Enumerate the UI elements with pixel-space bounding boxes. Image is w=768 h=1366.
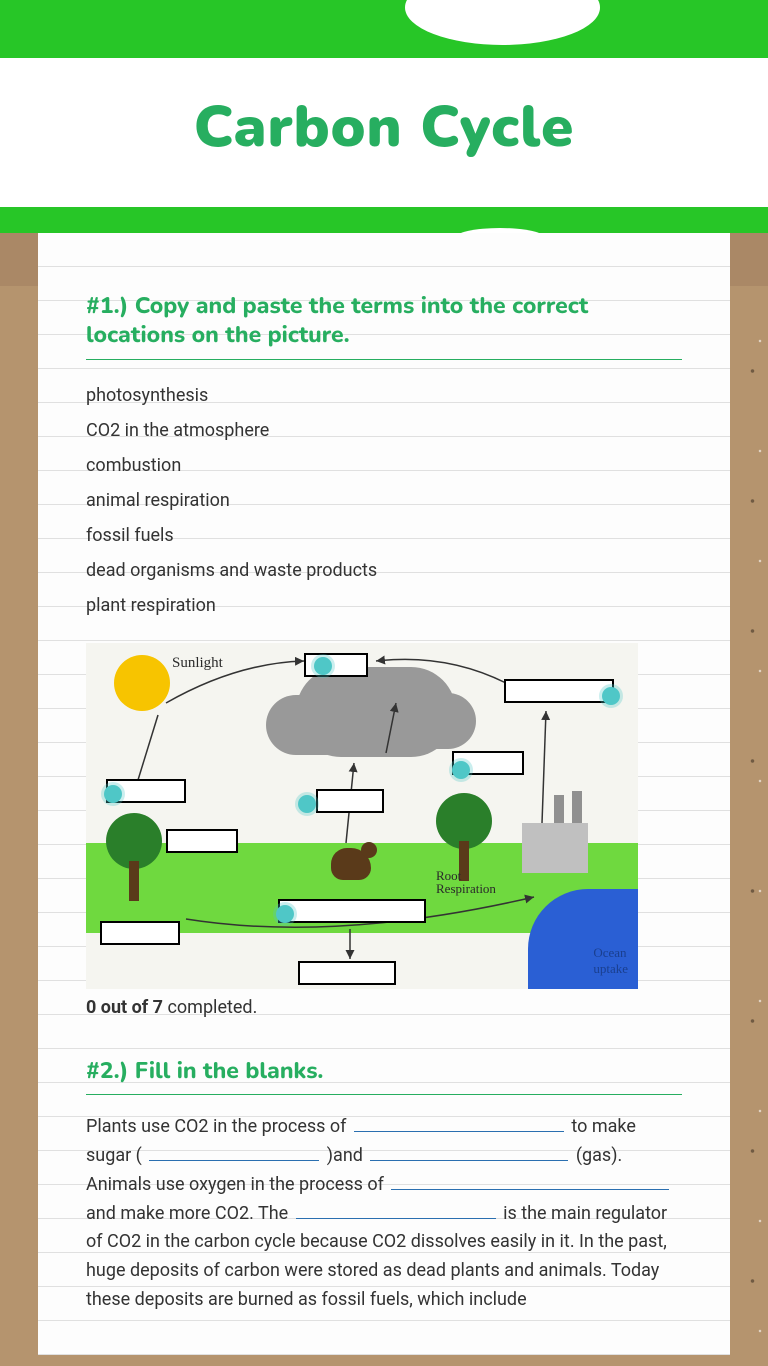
diagram-drop-dot[interactable] (298, 795, 316, 813)
diagram-blank-box[interactable] (100, 921, 180, 945)
diagram-blank-box[interactable] (316, 789, 384, 813)
tree-icon (106, 813, 162, 901)
header-green-band (0, 0, 768, 58)
diagram-drop-dot[interactable] (104, 785, 122, 803)
term-item[interactable]: plant respiration (86, 588, 682, 623)
ocean-uptake-label: Oceanuptake (593, 945, 628, 977)
term-item[interactable]: combustion (86, 448, 682, 483)
fill-blank-input[interactable] (391, 1172, 669, 1190)
diagram-drop-dot[interactable] (276, 905, 294, 923)
term-item[interactable]: fossil fuels (86, 518, 682, 553)
term-item[interactable]: photosynthesis (86, 378, 682, 413)
terms-list: photosynthesis CO2 in the atmosphere com… (86, 378, 682, 623)
question-2-heading: #2.) Fill in the blanks. (86, 1058, 682, 1096)
diagram-drop-dot[interactable] (602, 687, 620, 705)
sun-icon (114, 655, 170, 711)
page-title: Carbon Cycle (0, 88, 768, 167)
title-band: Carbon Cycle (0, 58, 768, 207)
diagram-drop-dot[interactable] (314, 657, 332, 675)
question-1-heading: #1.) Copy and paste the terms into the c… (86, 293, 682, 360)
factory-icon (522, 823, 588, 873)
root-respiration-label: RootRespiration (436, 869, 496, 895)
fill-blank-input[interactable] (370, 1143, 568, 1161)
diagram-blank-box[interactable] (298, 961, 396, 985)
term-item[interactable]: dead organisms and waste products (86, 553, 682, 588)
diagram-blank-box[interactable] (278, 899, 426, 923)
term-item[interactable]: animal respiration (86, 483, 682, 518)
fill-blank-input[interactable] (149, 1143, 319, 1161)
diagram-blank-box[interactable] (504, 679, 614, 703)
diagram-drop-dot[interactable] (452, 761, 470, 779)
fill-blank-input[interactable] (354, 1114, 564, 1132)
diagram-blank-box[interactable] (166, 829, 238, 853)
worksheet-card: #1.) Copy and paste the terms into the c… (38, 233, 730, 1355)
animal-icon (331, 848, 371, 880)
carbon-cycle-diagram: Sunlight RootRespiration Oceanuptake (86, 643, 638, 989)
fill-blank-paragraph: Plants use CO2 in the process of to make… (86, 1113, 682, 1315)
fill-blank-input[interactable] (296, 1201, 496, 1219)
progress-status: 0 out of 7 completed. (86, 997, 682, 1018)
sunlight-label: Sunlight (172, 655, 223, 672)
cloud-icon (296, 667, 456, 757)
green-strip (0, 207, 768, 233)
term-item[interactable]: CO2 in the atmosphere (86, 413, 682, 448)
